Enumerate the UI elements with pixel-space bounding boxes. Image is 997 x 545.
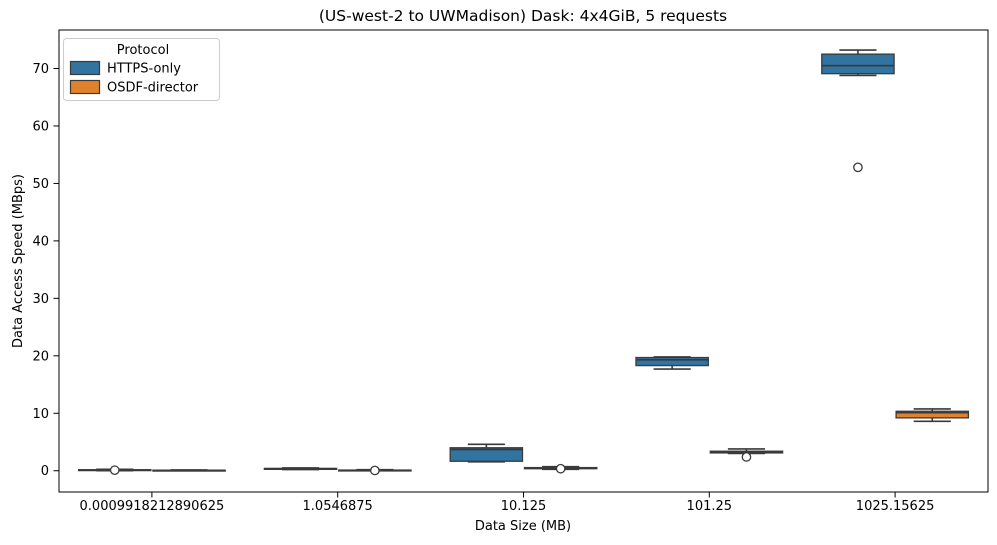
legend-title: Protocol bbox=[117, 43, 169, 58]
x-tick-label: 1025.15625 bbox=[856, 499, 935, 514]
y-tick-label: 20 bbox=[32, 349, 49, 364]
y-tick-label: 60 bbox=[32, 119, 49, 134]
x-tick-label: 0.0009918212890625 bbox=[80, 499, 225, 514]
chart-title: (US-west-2 to UWMadison) Dask: 4x4GiB, 5… bbox=[319, 7, 727, 25]
box-https-only bbox=[635, 356, 709, 367]
y-tick-label: 10 bbox=[32, 407, 49, 422]
x-tick-label: 1.0546875 bbox=[303, 499, 373, 514]
y-tick-label: 30 bbox=[32, 292, 49, 307]
legend-label-https: HTTPS-only bbox=[107, 62, 181, 77]
legend-box bbox=[63, 38, 220, 101]
x-tick-label: 10.125 bbox=[501, 499, 547, 514]
y-tick-label: 40 bbox=[32, 234, 49, 249]
outlier-point bbox=[741, 452, 752, 462]
legend-swatch-https bbox=[69, 60, 101, 76]
y-axis-label: Data Access Speed (MBps) bbox=[11, 174, 26, 348]
y-tick-label: 50 bbox=[32, 177, 49, 192]
legend-label-osdf: OSDF-director bbox=[107, 81, 199, 96]
x-axis-label: Data Size (MB) bbox=[475, 519, 571, 534]
outlier-point bbox=[555, 463, 566, 474]
y-tick-label: 70 bbox=[32, 62, 49, 77]
box-https-only bbox=[821, 53, 895, 75]
outlier-point bbox=[853, 162, 863, 173]
legend: Protocol HTTPS-only OSDF-director bbox=[63, 38, 220, 101]
y-tick-label: 0 bbox=[41, 464, 49, 479]
box-osdf-director bbox=[895, 410, 970, 419]
plot-area: 0 10 20 30 40 50 60 70 0.0009918212890625 1.05468… bbox=[32, 29, 989, 514]
legend-swatch-osdf bbox=[69, 79, 101, 95]
x-tick-label: 101.25 bbox=[687, 499, 733, 514]
outlier-point bbox=[109, 465, 120, 476]
box-https-only bbox=[449, 447, 524, 462]
outlier-point bbox=[370, 465, 380, 476]
